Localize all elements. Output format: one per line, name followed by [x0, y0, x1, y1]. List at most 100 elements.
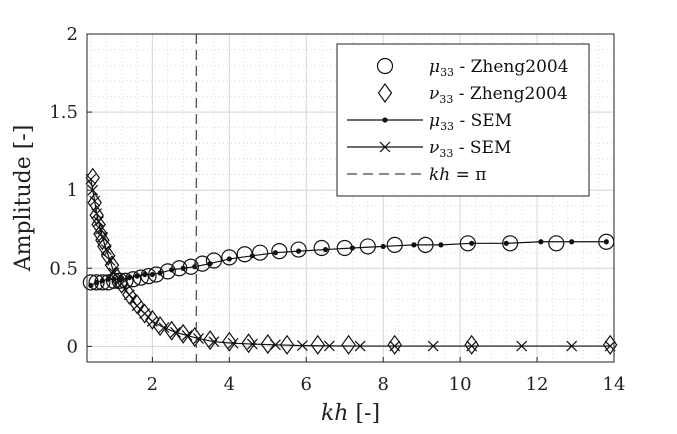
- dot-marker: [382, 117, 388, 123]
- legend-entry: μ33 - SEM: [347, 111, 512, 133]
- dot-marker: [126, 275, 132, 281]
- dot-marker: [119, 276, 125, 282]
- dot-marker: [142, 271, 148, 278]
- dot-marker: [169, 267, 175, 273]
- diamond-marker: [114, 273, 129, 294]
- dot-marker: [603, 239, 609, 245]
- dot-marker: [349, 245, 356, 251]
- dot-marker: [99, 278, 105, 284]
- diamond-marker: [97, 236, 112, 257]
- x-marker: [85, 173, 97, 185]
- legend-entry-vline: kh = π: [347, 165, 486, 185]
- diamond-marker: [95, 230, 110, 251]
- diamond-marker: [137, 303, 152, 324]
- series-line: [90, 179, 611, 347]
- dot-marker: [272, 250, 279, 256]
- x-marker: [193, 333, 204, 344]
- legend-label: ν33 - Zheng2004: [429, 84, 568, 106]
- circle-marker: [376, 57, 394, 75]
- x-marker: [270, 339, 281, 351]
- circle-marker: [548, 235, 565, 252]
- y-tick-label: 1.5: [49, 102, 78, 123]
- x-marker: [158, 322, 170, 334]
- dot-marker: [249, 253, 256, 259]
- diamond-marker: [341, 334, 356, 355]
- x-marker: [323, 340, 335, 352]
- x-marker: [389, 340, 401, 352]
- circle-marker: [290, 241, 307, 258]
- x-marker: [604, 340, 616, 352]
- dot-marker: [149, 271, 155, 278]
- diamond-marker: [202, 330, 218, 351]
- x-marker: [123, 289, 135, 301]
- dot-marker: [180, 265, 186, 271]
- x-marker: [427, 340, 439, 352]
- x-marker: [566, 340, 578, 352]
- dot-marker: [538, 239, 544, 245]
- x-axis-label-main: kh: [321, 401, 349, 426]
- dot-marker: [157, 270, 163, 276]
- circle-marker: [386, 236, 403, 253]
- x-marker: [87, 184, 99, 196]
- diamond-marker: [310, 334, 326, 355]
- axes-frame: [86, 33, 615, 363]
- x-marker: [170, 326, 181, 338]
- x-marker: [296, 340, 308, 352]
- diamond-marker: [241, 333, 256, 354]
- x-marker: [108, 267, 120, 279]
- x-tick-label: 8: [377, 374, 388, 395]
- x-tick-label: 12: [526, 374, 549, 395]
- dot-marker: [322, 246, 329, 253]
- diamond-marker: [85, 167, 101, 188]
- x-axis-label-unit: [-]: [355, 401, 380, 426]
- x-marker: [208, 336, 220, 348]
- x-tick-label: 14: [603, 374, 626, 395]
- x-tick-label: 2: [147, 374, 158, 395]
- diamond-marker: [377, 82, 393, 104]
- x-marker: [227, 337, 239, 349]
- dot-marker: [438, 242, 444, 248]
- circle-marker: [132, 269, 149, 286]
- x-marker: [181, 330, 193, 341]
- x-marker: [96, 231, 108, 243]
- legend-label: ν33 - SEM: [429, 138, 511, 160]
- circle-marker: [252, 244, 269, 261]
- dot-marker: [134, 273, 140, 279]
- diamond-marker: [164, 320, 179, 341]
- legend-label: μ33 - Zheng2004: [429, 57, 569, 79]
- x-marker: [100, 244, 112, 255]
- axis-ticks: 2 4 6 8 10 12 14 0 0.5 1 1.5 2: [49, 24, 625, 395]
- series-3: [85, 173, 616, 352]
- legend-label: kh = π: [429, 165, 486, 185]
- x-tick-label: 4: [224, 374, 235, 395]
- plot-marks: [82, 167, 618, 355]
- diamond-marker: [187, 326, 202, 348]
- legend-entry: ν33 - Zheng2004: [377, 82, 568, 106]
- x-marker: [379, 141, 391, 153]
- dot-marker: [569, 239, 575, 245]
- x-tick-label: 10: [449, 374, 472, 395]
- y-tick-label: 0: [67, 336, 78, 357]
- dot-marker: [226, 256, 232, 262]
- x-marker: [466, 340, 478, 352]
- diamond-marker: [175, 323, 191, 344]
- series-2: [88, 239, 609, 289]
- x-marker: [146, 315, 158, 327]
- diamond-marker: [222, 331, 237, 352]
- x-marker: [516, 340, 528, 352]
- dot-marker: [411, 242, 417, 248]
- circle-marker: [140, 267, 157, 285]
- y-tick-label: 2: [67, 24, 78, 45]
- series-1: [85, 167, 618, 355]
- x-tick-label: 6: [301, 374, 312, 395]
- legend-label: μ33 - SEM: [429, 111, 512, 133]
- y-tick-label: 0.5: [49, 258, 78, 279]
- legend-items: μ33 - Zheng2004 ν33 - Zheng2004 μ33 - SEM ν…: [347, 57, 569, 185]
- x-marker: [246, 338, 258, 350]
- dot-marker: [295, 248, 302, 254]
- dot-marker: [207, 261, 213, 267]
- dot-marker: [111, 276, 117, 282]
- circle-marker: [313, 239, 330, 257]
- y-axis-label: Amplitude [-]: [11, 125, 36, 273]
